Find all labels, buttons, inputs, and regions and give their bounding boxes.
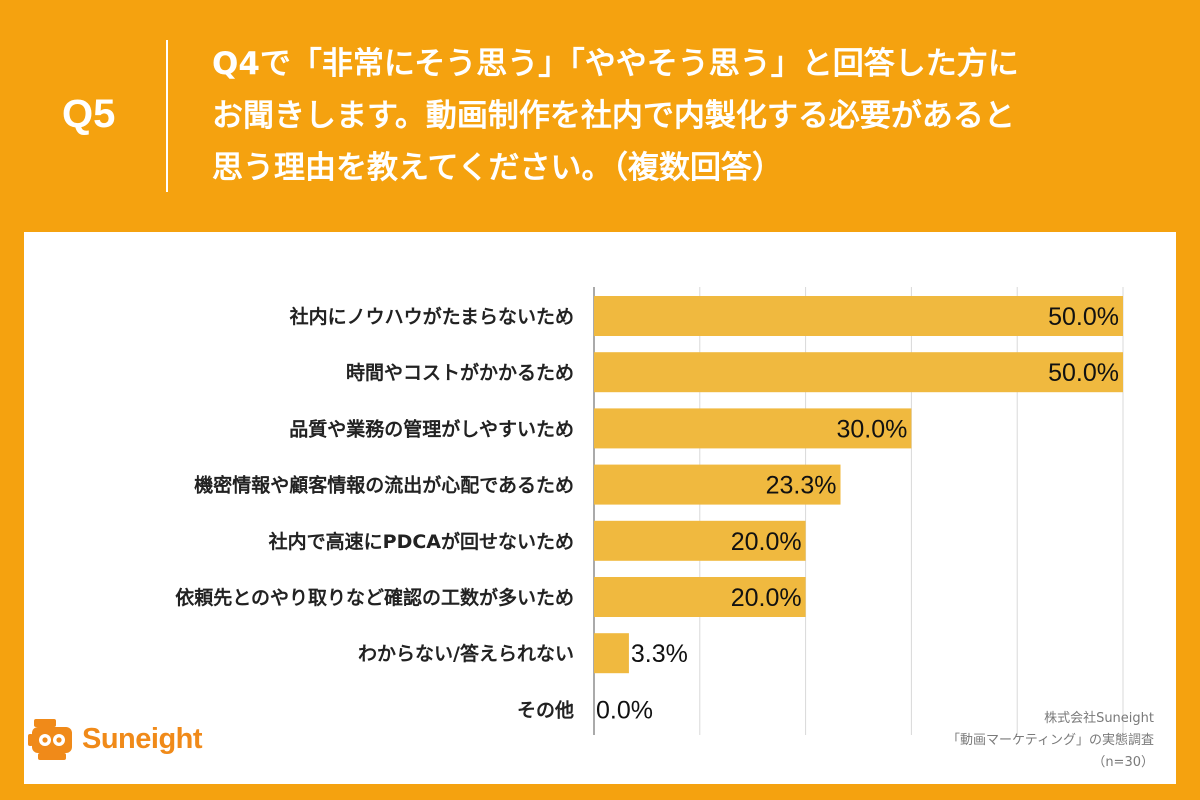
credit-sample-size: （n=30） [1092, 755, 1154, 770]
survey-credit: 株式会社Suneight 「動画マーケティング」の実態調査 （n=30） [947, 708, 1154, 774]
category-label-8: その他 [517, 698, 574, 721]
credit-company: 株式会社Suneight [1044, 711, 1154, 726]
value-label-2: 50.0% [1048, 359, 1119, 387]
bar-2 [594, 352, 1123, 393]
logo-icon [28, 719, 72, 760]
value-label-4: 23.3% [766, 472, 837, 500]
category-label-5: 社内で高速にPDCAが回せないため [268, 530, 574, 553]
value-label-6: 20.0% [731, 584, 802, 612]
bar-4 [594, 464, 841, 505]
value-label-8: 0.0% [596, 696, 653, 724]
header-divider [166, 40, 168, 192]
bar-6 [594, 577, 806, 617]
category-label-4: 機密情報や顧客情報の流出が心配であるため [194, 474, 574, 497]
value-label-3: 30.0% [837, 415, 908, 443]
question-text: Q4で「非常にそう思う」「ややそう思う」と回答した方に お聞きします。動画制作を… [212, 38, 1172, 194]
logo-text: Suneight [82, 722, 203, 755]
value-label-5: 20.0% [731, 528, 802, 556]
question-number: Q5 [62, 92, 116, 136]
bar-1 [594, 296, 1123, 336]
question-line-3: 思う理由を教えてください。（複数回答） [212, 150, 784, 186]
category-label-3: 品質や業務の管理がしやすいため [289, 417, 574, 440]
category-label-2: 時間やコストがかかるため [346, 361, 574, 384]
category-label-1: 社内にノウハウがたまらないため [289, 305, 574, 328]
value-label-7: 3.3% [631, 640, 688, 668]
category-label-6: 依頼先とのやり取りなど確認の工数が多いため [175, 586, 574, 609]
category-label-7: わからない/答えられない [358, 642, 574, 665]
bar-5 [594, 520, 806, 561]
bar-3 [594, 408, 912, 449]
bar-7 [594, 633, 629, 674]
question-line-2: お聞きします。動画制作を社内で内製化する必要があると [212, 98, 1015, 134]
question-line-1: Q4で「非常にそう思う」「ややそう思う」と回答した方に [212, 46, 1019, 82]
value-label-1: 50.0% [1048, 303, 1119, 331]
company-logo: Suneight [28, 716, 203, 762]
credit-survey-title: 「動画マーケティング」の実態調査 [947, 733, 1154, 748]
